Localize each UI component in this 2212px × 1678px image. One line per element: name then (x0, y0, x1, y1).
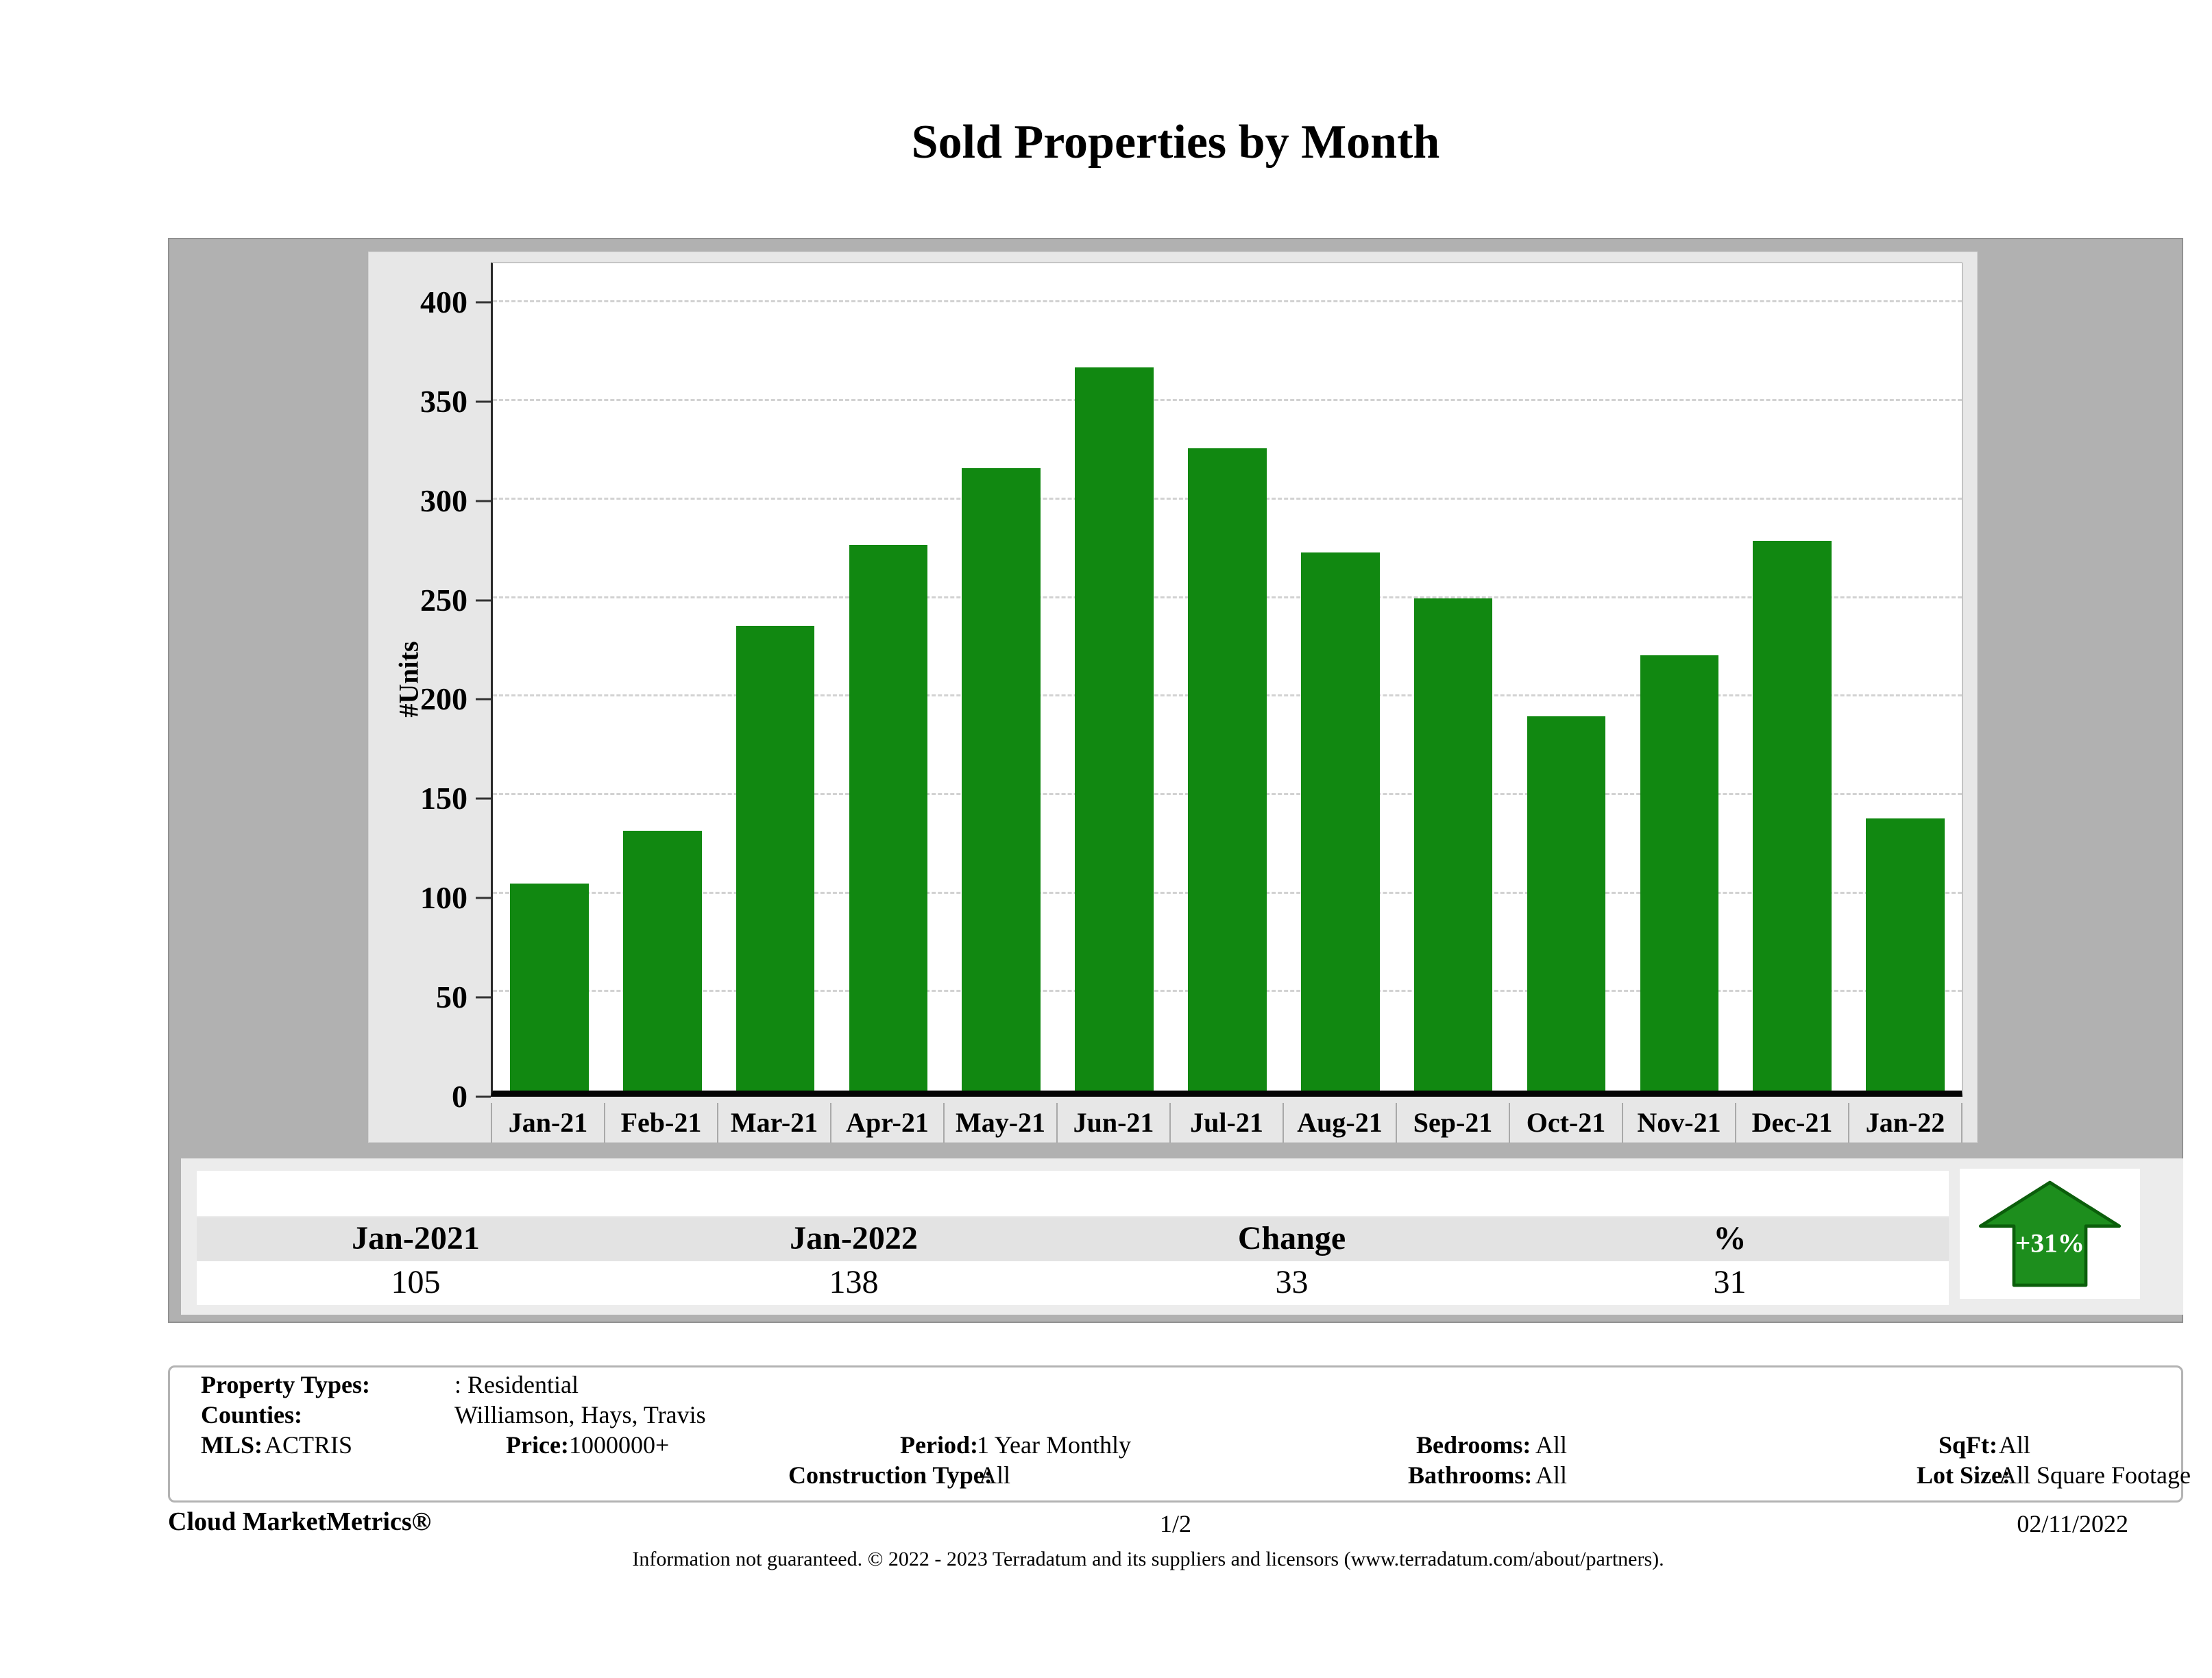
y-tick-label: 300 (420, 483, 467, 518)
footer-disclaimer: Information not guaranteed. © 2022 - 202… (632, 1548, 1664, 1570)
y-tick-label: 0 (452, 1079, 467, 1114)
x-axis-label: Oct-21 (1510, 1103, 1623, 1143)
property-types-value: : Residential (454, 1371, 579, 1398)
y-tick-label: 50 (436, 980, 467, 1015)
construction-type-label: Construction Type: (788, 1461, 993, 1489)
up-arrow-icon: +31% (1978, 1180, 2122, 1287)
y-tick-label: 150 (420, 781, 467, 816)
y-tick-mark (476, 301, 491, 304)
y-tick-label: 250 (420, 582, 467, 618)
y-tick-mark (476, 698, 491, 701)
y-tick-mark (476, 1095, 491, 1098)
y-tick-mark (476, 797, 491, 800)
filters-panel: Property Types: : Residential Counties: … (168, 1365, 2191, 1503)
property-types-label: Property Types: (201, 1371, 370, 1398)
summary-blank-row (197, 1171, 1949, 1216)
summary-value-row: 105 138 33 31 (197, 1261, 1949, 1305)
bar (622, 830, 702, 1091)
construction-type-value: All (979, 1461, 1011, 1489)
x-axis-label: Dec-21 (1736, 1103, 1849, 1143)
counties-label: Counties: (201, 1401, 303, 1428)
bathrooms-label: Bathrooms: (1408, 1461, 1533, 1489)
y-tick-label: 200 (420, 681, 467, 717)
bar (1866, 818, 1945, 1091)
sqft-label: SqFt: (1938, 1431, 1998, 1459)
summary-header-cell: % (1713, 1220, 1747, 1256)
x-axis-label: Feb-21 (605, 1103, 718, 1143)
x-axis-label: Jul-21 (1171, 1103, 1284, 1143)
bar (510, 884, 589, 1091)
summary-value-cell: 33 (1275, 1264, 1309, 1300)
x-axis-label: Mar-21 (718, 1103, 831, 1143)
summary-header-cell: Jan-2022 (790, 1220, 918, 1256)
bar (1075, 367, 1154, 1091)
x-axis-label: Jun-21 (1058, 1103, 1171, 1143)
bar (736, 625, 815, 1091)
sqft-value: All (1999, 1431, 2031, 1459)
footer-page-number: 1/2 (1159, 1510, 1191, 1537)
summary-value-cell: 105 (391, 1264, 441, 1300)
y-tick-mark (476, 400, 491, 403)
plot-area (491, 263, 1962, 1097)
change-arrow-label: +31% (2015, 1228, 2085, 1258)
bedrooms-value: All (1535, 1431, 1568, 1459)
summary-value-cell: 31 (1713, 1264, 1747, 1300)
y-tick-mark (476, 599, 491, 602)
footer-date: 02/11/2022 (2017, 1510, 2128, 1537)
price-label: Price: (506, 1431, 569, 1459)
bathrooms-value: All (1535, 1461, 1568, 1489)
x-axis: Jan-21 Feb-21 Mar-21 Apr-21 May-21 Jun-21 Jul-… (491, 1103, 1962, 1143)
summary-header-cell: Change (1237, 1220, 1346, 1256)
summary-section: Jan-2021 Jan-2022 Change% 105 138 33 31 (181, 1158, 2183, 1315)
bar (1301, 552, 1380, 1091)
mls-label: MLS: (201, 1431, 263, 1459)
up-arrow-shape (1978, 1180, 2122, 1287)
x-axis-label: Nov-21 (1623, 1103, 1736, 1143)
y-axis-labels: 0 50 100 150 200 250 300 350 400 (369, 263, 472, 1112)
bar (1640, 655, 1719, 1091)
bars-container (493, 263, 1962, 1091)
bar (1527, 716, 1606, 1091)
bar (1188, 448, 1267, 1091)
period-label: Period: (900, 1431, 978, 1459)
x-axis-label: May-21 (945, 1103, 1058, 1143)
y-tick-label: 350 (420, 383, 467, 419)
gridline (493, 399, 1962, 402)
x-axis-label: Jan-22 (1849, 1103, 1962, 1143)
bedrooms-label: Bedrooms: (1416, 1431, 1531, 1459)
change-arrow-box: +31% (1960, 1169, 2140, 1299)
x-axis-label: Sep-21 (1397, 1103, 1510, 1143)
bar (849, 544, 928, 1091)
mls-value: ACTRIS (265, 1431, 353, 1459)
report-title: Sold Properties by Month (911, 116, 1440, 169)
x-axis-label: Jan-21 (491, 1103, 605, 1143)
y-tick-label: 100 (420, 880, 467, 916)
lot-size-label: Lot Size: (1917, 1461, 2010, 1489)
lot-size-value: All Square Footage (1999, 1461, 2191, 1489)
x-axis-label: Aug-21 (1284, 1103, 1397, 1143)
price-value: 1000000+ (569, 1431, 670, 1459)
y-tick-label: 400 (420, 284, 467, 319)
chart-inner-panel: #Units 0 50 100 150 200 250 300 350 400 Jan-21 Fe… (368, 252, 1978, 1143)
footer-brand: Cloud MarketMetrics® (168, 1507, 432, 1536)
y-axis-ticks (369, 263, 491, 1098)
bar (1413, 598, 1493, 1091)
summary-header-row: Jan-2021 Jan-2022 Change% (197, 1217, 1949, 1261)
bar (1753, 541, 1832, 1091)
y-tick-mark (476, 500, 491, 502)
counties-value: Williamson, Hays, Travis (454, 1401, 706, 1428)
chart-panel: #Units 0 50 100 150 200 250 300 350 400 Jan-21 Fe… (168, 238, 2183, 1323)
gridline (493, 300, 1962, 303)
bar (962, 467, 1041, 1091)
period-value: 1 Year Monthly (977, 1431, 1132, 1459)
summary-header-cell: Jan-2021 (352, 1220, 480, 1256)
x-axis-label: Apr-21 (831, 1103, 945, 1143)
y-tick-mark (476, 996, 491, 999)
y-tick-mark (476, 897, 491, 899)
summary-value-cell: 138 (829, 1264, 879, 1300)
